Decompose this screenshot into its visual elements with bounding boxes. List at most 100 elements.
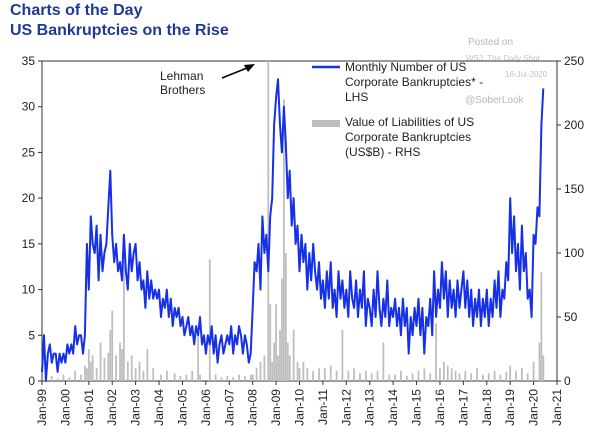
liabilities-bar (165, 370, 168, 381)
liabilities-bar (446, 365, 449, 381)
liabilities-bar (288, 355, 291, 381)
y-right-tick-label: 0 (564, 374, 571, 388)
liabilities-bar (292, 329, 295, 381)
watermark-line2: WSJ: The Daily Shot (466, 54, 540, 63)
liabilities-bar (470, 373, 473, 381)
liabilities-bar (382, 342, 385, 381)
x-tick-label: Jan-18 (480, 389, 494, 426)
liabilities-bar (540, 272, 543, 381)
liabilities-bar (238, 374, 240, 381)
liabilities-bar (302, 361, 305, 381)
liabilities-bar (439, 368, 441, 381)
x-tick-label: Jan-07 (222, 389, 236, 426)
liabilities-bar (214, 374, 217, 381)
liabilities-bar (191, 370, 194, 381)
bankruptcies-line (41, 78, 545, 382)
x-tick-label: Jan-12 (339, 389, 353, 426)
liabilities-bar (68, 377, 71, 381)
liabilities-bar (220, 377, 223, 381)
x-tick-label: Jan-02 (105, 389, 119, 426)
liabilities-bar (263, 355, 266, 381)
liabilities-bar (121, 349, 123, 381)
liabilities-bar (532, 361, 535, 381)
liabilities-bar (226, 375, 229, 381)
x-tick-label: Jan-20 (527, 389, 541, 426)
liabilities-bar (179, 375, 182, 381)
liabilities-bar (283, 99, 285, 382)
x-tick-label: Jan-17 (456, 389, 470, 426)
x-tick-label: Jan-04 (152, 389, 166, 426)
liabilities-bar (442, 361, 445, 381)
liabilities-bar (50, 375, 53, 381)
liabilities-bar (323, 368, 326, 381)
x-tick-label: Jan-00 (58, 389, 72, 426)
liabilities-bar (279, 329, 281, 381)
liabilities-bar (341, 329, 344, 381)
liabilities-bar (107, 352, 110, 381)
legend-line-label: LHS (345, 90, 368, 104)
liabilities-bar (499, 374, 502, 381)
y-right-tick-label: 50 (564, 310, 578, 324)
y-right-tick-label: 150 (564, 182, 584, 196)
liabilities-bar (312, 370, 315, 381)
axes-group: 0 5 10 15 20 25 30 35 0 50 100 150 200 250 Jan-99 Jan-0… (22, 54, 585, 426)
legend-bar-label: Corporate Bankruptcies (345, 130, 471, 144)
x-tick-label: Jan-06 (199, 389, 213, 426)
liabilities-bar (208, 259, 211, 381)
liabilities-bar (111, 310, 114, 381)
liabilities-bar (91, 355, 94, 381)
liabilities-bar (411, 373, 414, 381)
liabilities-bar (364, 370, 367, 381)
liabilities-bar (353, 368, 355, 381)
liabilities-bar (251, 374, 254, 381)
liabilities-bar (505, 372, 508, 381)
y-left-tick-label: 15 (22, 237, 36, 251)
liabilities-bar (405, 375, 408, 381)
liabilities-bar (417, 370, 420, 381)
liabilities-bar (435, 323, 437, 381)
liabilities-bar (454, 370, 457, 381)
liabilities-bar (359, 373, 361, 381)
liabilities-bar (464, 370, 467, 381)
y-left-tick-label: 5 (28, 328, 35, 342)
y-left-tick-label: 10 (22, 283, 36, 297)
liabilities-bar (119, 342, 121, 381)
y-right-tick-label: 200 (564, 118, 584, 132)
liabilities-bar (89, 361, 92, 381)
liabilities-bar (109, 329, 112, 381)
liabilities-bar (306, 368, 309, 381)
legend-line-label: Corporate Bankruptcies* - (345, 75, 483, 89)
liabilities-bar (347, 370, 350, 381)
liabilities-bar (329, 365, 332, 381)
page-title: Charts of the Day (10, 2, 143, 19)
liabilities-bar (275, 304, 277, 381)
watermark-date: 16-Jul-2020 (505, 70, 548, 79)
liabilities-bar (84, 365, 86, 381)
liabilities-bar (56, 378, 59, 381)
x-tick-label: Jan-15 (410, 389, 424, 426)
liabilities-bar (126, 361, 129, 381)
liabilities-bar (450, 368, 453, 381)
liabilities-bar (99, 342, 102, 381)
liabilities-bar (281, 278, 283, 381)
liabilities-bar (370, 373, 373, 381)
x-tick-label: Jan-03 (129, 389, 143, 426)
liabilities-bar (269, 304, 272, 381)
liabilities-bar (286, 342, 289, 381)
liabilities-bar (115, 355, 118, 381)
liabilities-bar (394, 374, 396, 381)
liabilities-bar (273, 342, 276, 381)
liabilities-bar (85, 368, 88, 381)
liabilities-bar (515, 370, 517, 381)
liabilities-bar (296, 361, 299, 381)
liabilities-bar (400, 370, 402, 381)
liabilities-bar (376, 370, 379, 381)
y-right-tick-label: 100 (564, 246, 584, 260)
liabilities-bar (173, 373, 176, 381)
liabilities-bar (298, 368, 301, 381)
liabilities-bar (481, 374, 484, 381)
liabilities-bar (429, 373, 432, 381)
liabilities-bar (538, 342, 541, 381)
